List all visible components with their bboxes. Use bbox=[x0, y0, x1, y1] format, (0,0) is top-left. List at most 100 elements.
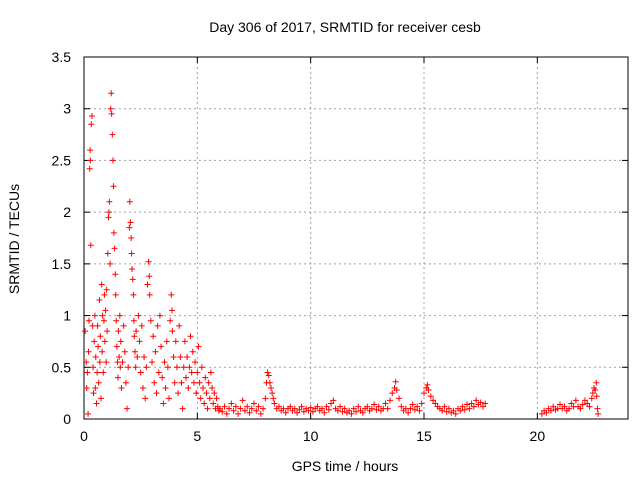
data-point bbox=[129, 266, 136, 273]
data-point bbox=[441, 403, 448, 410]
data-point bbox=[353, 408, 359, 415]
data-point bbox=[143, 364, 150, 371]
data-point bbox=[468, 400, 475, 407]
data-point bbox=[294, 409, 301, 416]
data-point bbox=[307, 404, 314, 411]
data-point bbox=[126, 224, 133, 231]
data-point bbox=[187, 333, 194, 340]
data-point bbox=[203, 390, 210, 397]
data-point bbox=[124, 405, 131, 412]
data-point bbox=[201, 400, 208, 407]
data-point bbox=[88, 121, 95, 128]
data-point bbox=[248, 405, 255, 412]
data-point bbox=[144, 281, 151, 288]
data-point bbox=[427, 393, 434, 400]
data-point bbox=[153, 390, 160, 397]
data-point bbox=[130, 291, 137, 298]
data-point bbox=[271, 400, 278, 407]
data-point bbox=[547, 407, 554, 414]
data-point bbox=[459, 403, 466, 410]
data-point bbox=[217, 405, 223, 412]
data-point bbox=[392, 378, 399, 385]
data-point bbox=[204, 405, 211, 412]
data-point bbox=[416, 407, 423, 414]
data-point bbox=[97, 333, 104, 340]
y-tick-label: 3 bbox=[63, 101, 71, 117]
data-point bbox=[384, 405, 391, 412]
y-tick-label: 0 bbox=[63, 411, 71, 427]
data-point bbox=[159, 374, 166, 381]
data-point bbox=[393, 387, 400, 394]
data-point bbox=[346, 407, 353, 414]
data-point bbox=[594, 405, 601, 412]
data-point bbox=[164, 364, 171, 371]
data-point bbox=[103, 286, 110, 293]
data-point bbox=[176, 322, 183, 329]
data-point bbox=[359, 409, 366, 416]
data-point bbox=[550, 403, 557, 410]
data-point bbox=[161, 359, 168, 366]
data-point bbox=[424, 381, 431, 388]
data-point bbox=[104, 328, 111, 335]
data-point bbox=[183, 374, 189, 381]
data-point bbox=[132, 348, 138, 355]
data-point bbox=[470, 403, 477, 410]
data-point bbox=[196, 379, 203, 386]
data-point bbox=[264, 369, 271, 376]
data-point bbox=[112, 291, 119, 298]
data-point bbox=[130, 317, 137, 324]
data-point bbox=[396, 395, 403, 402]
data-point bbox=[107, 105, 114, 112]
data-point bbox=[291, 405, 298, 412]
data-point bbox=[323, 403, 330, 410]
data-point bbox=[538, 410, 545, 417]
data-point bbox=[300, 408, 307, 415]
data-point bbox=[251, 400, 257, 407]
data-point bbox=[425, 387, 432, 394]
data-point bbox=[127, 219, 134, 226]
data-point bbox=[296, 406, 303, 413]
plot-frame bbox=[83, 56, 629, 420]
y-tick-label: 2.5 bbox=[52, 152, 72, 168]
data-point bbox=[108, 110, 115, 117]
data-point bbox=[588, 395, 595, 402]
data-point bbox=[418, 400, 425, 407]
data-point bbox=[200, 384, 206, 391]
data-point bbox=[328, 400, 335, 407]
data-point bbox=[155, 369, 162, 376]
data-point bbox=[189, 348, 196, 355]
data-point bbox=[85, 317, 92, 324]
data-point bbox=[355, 403, 362, 410]
x-tick-label: 20 bbox=[530, 428, 546, 444]
data-point bbox=[457, 407, 464, 414]
data-point bbox=[162, 384, 169, 391]
data-point bbox=[92, 384, 99, 391]
data-point bbox=[86, 165, 93, 172]
data-point bbox=[113, 343, 120, 350]
data-point bbox=[186, 364, 193, 371]
data-point bbox=[568, 400, 575, 407]
data-point bbox=[409, 401, 416, 408]
data-point bbox=[184, 353, 191, 360]
data-point bbox=[168, 307, 175, 314]
data-point bbox=[110, 229, 117, 236]
data-point bbox=[287, 403, 294, 410]
data-point bbox=[129, 276, 136, 283]
data-point bbox=[439, 407, 446, 414]
data-point bbox=[110, 183, 117, 190]
data-point bbox=[266, 379, 273, 386]
data-point bbox=[557, 401, 563, 408]
grid-lines bbox=[84, 57, 628, 419]
data-point bbox=[138, 322, 145, 329]
data-point bbox=[83, 384, 90, 391]
data-point bbox=[230, 407, 237, 414]
data-point bbox=[91, 338, 98, 345]
data-point bbox=[121, 348, 128, 355]
data-point bbox=[414, 403, 421, 410]
data-point bbox=[181, 338, 188, 345]
y-tick-label: 0.5 bbox=[52, 359, 72, 375]
data-point bbox=[173, 364, 180, 371]
data-point bbox=[110, 157, 117, 164]
data-point bbox=[235, 410, 242, 417]
axis-ticks: 0 0.5 1 1.5 2 2.5 3 3.5 0 5 10 15 20 bbox=[52, 49, 628, 444]
